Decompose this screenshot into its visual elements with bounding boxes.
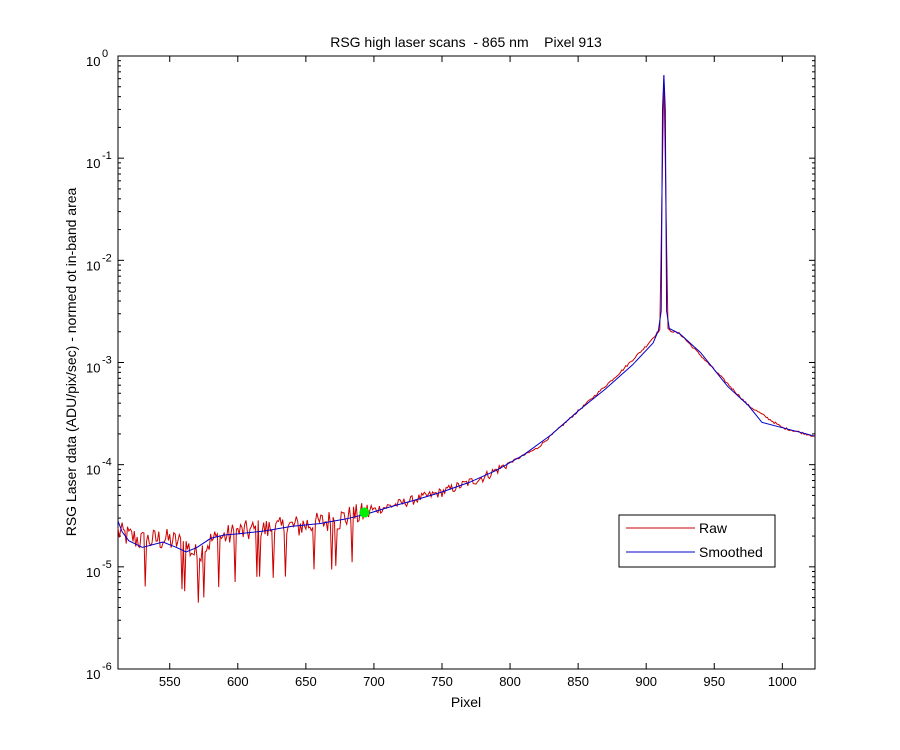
y-tick-label: 10 — [86, 667, 100, 682]
y-tick-exponent: -1 — [102, 150, 112, 162]
highlight-point — [359, 507, 370, 518]
x-tick-label: 600 — [227, 674, 249, 689]
y-axis-label: RSG Laser data (ADU/pix/sec) - normed ot… — [63, 187, 79, 536]
x-tick-label: 850 — [567, 674, 589, 689]
series-lines — [117, 75, 816, 603]
legend-raw-label: Raw — [699, 520, 728, 536]
x-tick-label: 650 — [295, 674, 317, 689]
legend-box — [618, 514, 776, 568]
y-tick-exponent: 0 — [102, 48, 108, 60]
highlight-marker — [359, 507, 370, 518]
y-tick-exponent: -5 — [102, 559, 112, 571]
y-tick-exponent: -6 — [102, 661, 112, 673]
x-tick-label: 800 — [499, 674, 521, 689]
plot-area — [117, 55, 816, 670]
x-tick-label: 700 — [363, 674, 385, 689]
x-axis-label: Pixel — [451, 694, 481, 710]
legend: Raw Smoothed — [618, 514, 776, 568]
x-ticks: 550 600 650 700 750 800 850 900 950 1000 — [159, 56, 797, 689]
y-tick-label: 10 — [86, 54, 100, 69]
y-tick-exponent: -2 — [102, 252, 112, 264]
chart-title: RSG high laser scans - 865 nm Pixel 913 — [330, 34, 602, 50]
y-tick-exponent: -4 — [102, 457, 112, 469]
y-tick-label: 10 — [86, 565, 100, 580]
y-tick-exponent: -3 — [102, 355, 112, 367]
x-tick-label: 900 — [635, 674, 657, 689]
x-tick-label: 550 — [159, 674, 181, 689]
series-line-raw — [117, 75, 816, 603]
y-tick-label: 10 — [86, 258, 100, 273]
x-tick-label: 750 — [431, 674, 453, 689]
x-tick-label: 1000 — [768, 674, 797, 689]
series-line-smoothed — [117, 75, 816, 553]
y-tick-label: 10 — [86, 156, 100, 171]
legend-smoothed-label: Smoothed — [699, 544, 763, 560]
y-tick-label: 10 — [86, 361, 100, 376]
y-tick-label: 10 — [86, 463, 100, 478]
x-tick-label: 950 — [703, 674, 725, 689]
